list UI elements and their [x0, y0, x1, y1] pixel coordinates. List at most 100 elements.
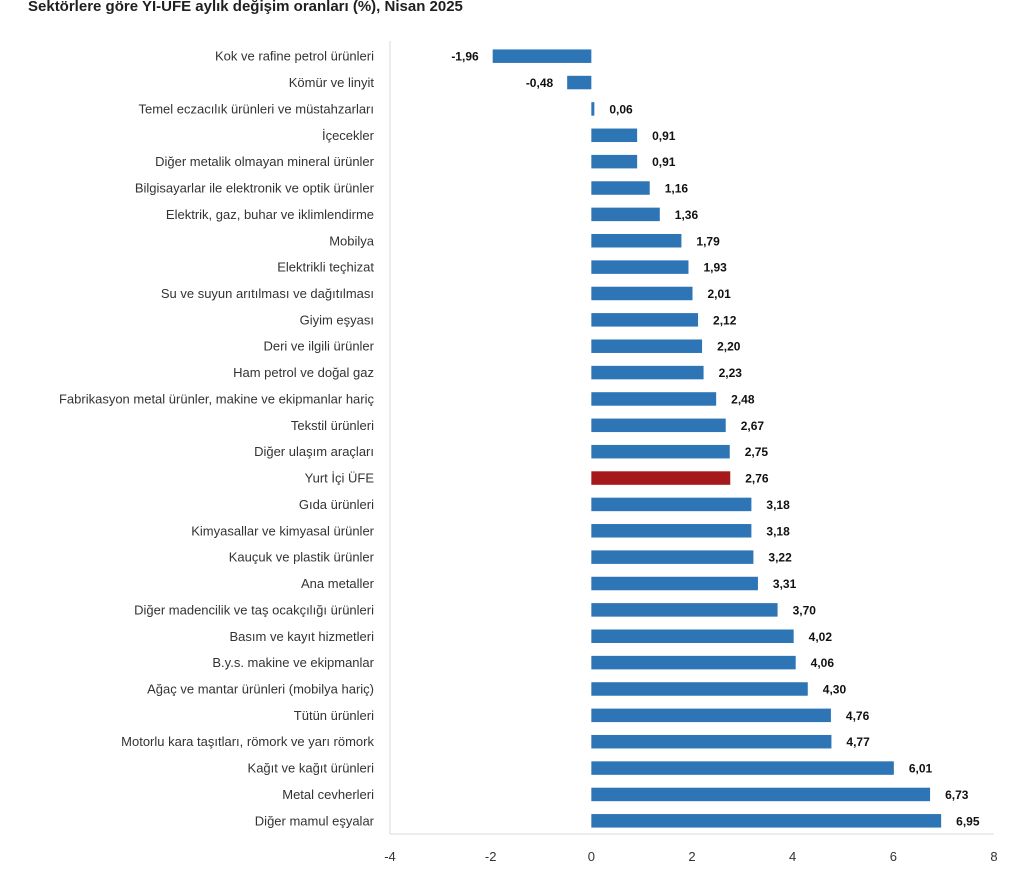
value-label: 0,91: [652, 155, 676, 169]
value-label: 6,01: [909, 762, 933, 776]
value-label: 2,67: [741, 419, 765, 433]
category-label: Diğer metalik olmayan mineral ürünler: [155, 154, 375, 169]
bar: [591, 761, 894, 775]
x-tick-label: 2: [688, 849, 695, 864]
value-label: 0,06: [609, 102, 633, 116]
bar: [591, 576, 758, 591]
category-label: Su ve suyun arıtılması ve dağıtılması: [161, 286, 374, 301]
category-label: Basım ve kayıt hizmetleri: [230, 629, 375, 644]
bar: [591, 655, 796, 670]
category-label: Elektrik, gaz, buhar ve iklimlendirme: [166, 207, 374, 222]
value-label: 4,30: [823, 682, 847, 696]
category-label: Ağaç ve mantar ürünleri (mobilya hariç): [147, 681, 374, 696]
value-label: 6,95: [956, 814, 980, 828]
category-label: Yurt İçi ÜFE: [305, 471, 375, 486]
bar: [591, 444, 730, 459]
bar: [591, 313, 699, 327]
category-label: Elektrikli teçhizat: [277, 260, 374, 275]
value-label: 3,18: [766, 498, 790, 512]
bar: [591, 207, 660, 222]
bar: [567, 75, 592, 90]
category-label: Mobilya: [329, 233, 375, 248]
x-tick-label: 6: [890, 849, 897, 864]
chart-labels: Kok ve rafine petrol ürünleri -1,96 Kömür …: [59, 49, 980, 829]
category-label: Kauçuk ve plastik ürünler: [229, 550, 375, 565]
value-label: 2,12: [713, 313, 737, 327]
bar: [591, 365, 704, 380]
value-label: 3,70: [793, 603, 817, 617]
value-label: 1,93: [703, 261, 727, 275]
category-label: Diğer madencilik ve taş ocakçılığı ürünl…: [134, 602, 374, 617]
value-label: 4,02: [809, 630, 833, 644]
category-label: Kok ve rafine petrol ürünleri: [215, 49, 374, 64]
bar: [591, 181, 650, 195]
value-label: 0,91: [652, 129, 676, 143]
chart-axes: -4 -2 0 2 4 6 8: [384, 41, 998, 864]
bar: [591, 497, 752, 512]
value-label: 1,79: [696, 234, 720, 248]
bar: [591, 392, 717, 406]
x-tick-label: 4: [789, 849, 796, 864]
category-label: Kimyasallar ve kimyasal ürünler: [191, 523, 374, 538]
category-label: Diğer mamul eşyalar: [255, 813, 375, 828]
value-label: -1,96: [451, 50, 479, 64]
chart-bars: [492, 49, 942, 828]
value-label: 6,73: [945, 788, 969, 802]
bar: [591, 286, 693, 301]
bar: [591, 234, 682, 248]
bar: [591, 629, 794, 643]
category-label: Metal cevherleri: [282, 787, 374, 802]
category-label: Tütün ürünleri: [294, 708, 374, 723]
bar: [591, 128, 638, 143]
category-label: Ham petrol ve doğal gaz: [233, 365, 374, 380]
category-label: Ana metaller: [301, 576, 375, 591]
category-label: Kağıt ve kağıt ürünleri: [248, 761, 375, 776]
value-label: 2,76: [745, 472, 769, 486]
value-label: 4,76: [846, 709, 870, 723]
x-tick-label: 8: [990, 849, 997, 864]
value-label: 1,16: [665, 182, 689, 196]
bar: [591, 682, 808, 696]
category-label: Giyim eşyası: [300, 312, 374, 327]
value-label: 4,77: [846, 735, 870, 749]
bar: [591, 339, 703, 353]
bar: [591, 154, 638, 169]
x-tick-label: -4: [384, 849, 396, 864]
category-label: Fabrikasyon metal ürünler, makine ve eki…: [59, 391, 375, 406]
bar: [591, 603, 778, 617]
bar: [591, 708, 831, 723]
value-label: 3,22: [768, 551, 792, 565]
value-label: 2,48: [731, 392, 755, 406]
category-label: Gıda ürünleri: [299, 497, 374, 512]
value-label: 3,18: [766, 524, 790, 538]
category-label: B.y.s. makine ve ekipmanlar: [212, 655, 374, 670]
category-label: Deri ve ilgili ürünler: [263, 339, 374, 354]
chart-title: Sektörlere göre Yİ-ÜFE aylık değişim ora…: [28, 0, 463, 15]
category-label: Temel eczacılık ürünleri ve müstahzarlar…: [138, 101, 374, 116]
category-label: Bilgisayarlar ile elektronik ve optik ür…: [135, 181, 375, 196]
category-label: Diğer ulaşım araçları: [254, 444, 374, 459]
category-label: Kömür ve linyit: [289, 75, 375, 90]
x-tick-label: -2: [485, 849, 497, 864]
category-label: Tekstil ürünleri: [291, 418, 374, 433]
value-label: 2,01: [708, 287, 732, 301]
bar: [591, 787, 931, 802]
bar: [591, 418, 726, 433]
bar: [591, 814, 942, 828]
value-label: 2,75: [745, 445, 769, 459]
x-tick-label: 0: [588, 849, 595, 864]
category-label: Motorlu kara taşıtları, römork ve yarı r…: [121, 734, 374, 749]
category-label: İçecekler: [322, 128, 375, 143]
bar: [591, 550, 754, 564]
value-label: 2,20: [717, 340, 741, 354]
bar: [591, 734, 832, 749]
bar: [591, 260, 689, 274]
bar: [591, 471, 731, 485]
value-label: -0,48: [526, 76, 554, 90]
value-label: 1,36: [675, 208, 699, 222]
value-label: 2,23: [719, 366, 743, 380]
value-label: 4,06: [811, 656, 835, 670]
bar: [591, 524, 752, 538]
value-label: 3,31: [773, 577, 797, 591]
